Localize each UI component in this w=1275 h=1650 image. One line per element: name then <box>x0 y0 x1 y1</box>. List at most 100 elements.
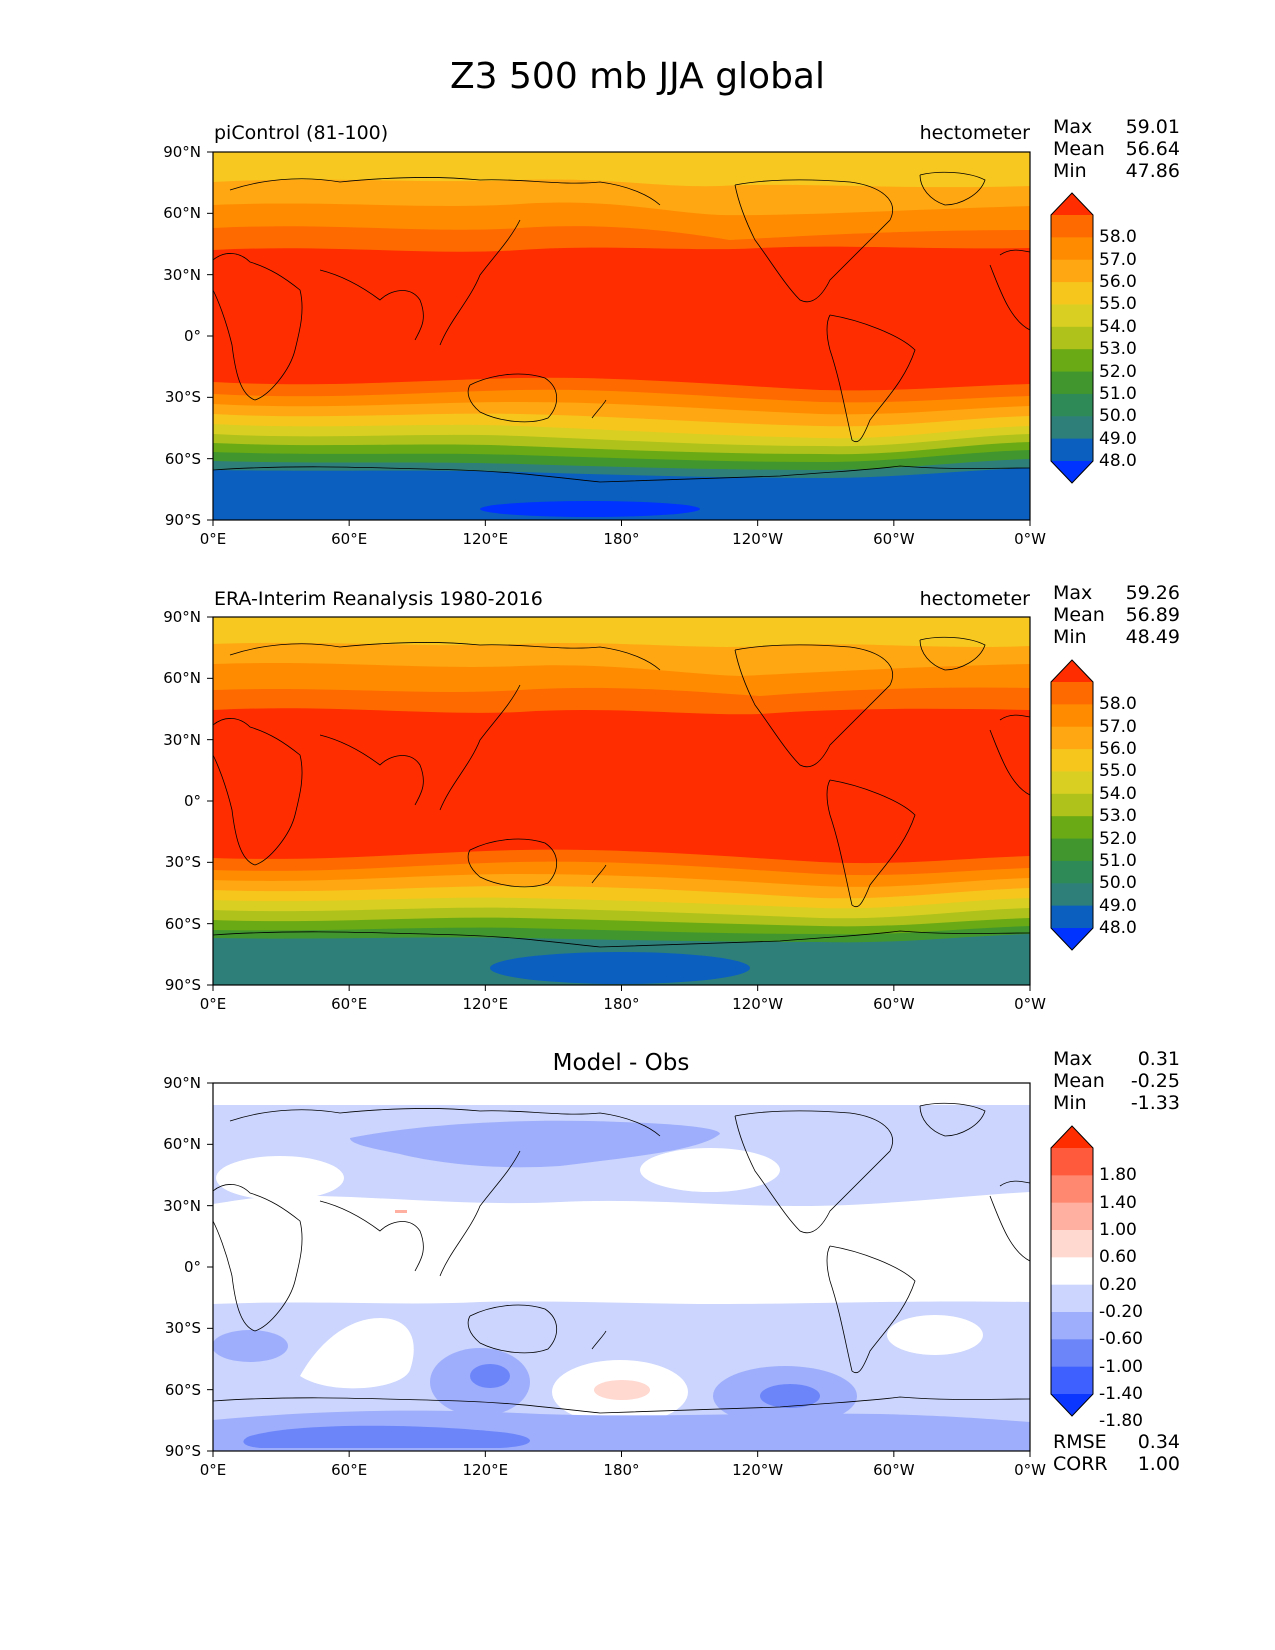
field-band <box>395 1210 407 1213</box>
colorbar-tick-label: 0.60 <box>1099 1247 1137 1268</box>
coastline <box>467 1304 558 1354</box>
y-tick-label: 30°N <box>163 730 201 749</box>
corr-label: CORR <box>1053 1453 1108 1475</box>
y-tick-label: 60°N <box>163 1135 201 1154</box>
corr-value: 1.00 <box>1137 1453 1180 1475</box>
map-panel-3 <box>213 1083 1030 1451</box>
colorbar-tick-label: 55.0 <box>1099 294 1137 315</box>
y-tick-label: 60°S <box>164 1380 201 1399</box>
stat-name: Max <box>1053 116 1093 138</box>
colorbar-segment <box>1051 793 1093 817</box>
x-tick-label: 60°W <box>873 995 915 1013</box>
colorbar-segment <box>1051 682 1093 705</box>
coastline <box>319 734 424 806</box>
colorbar-tick-label: 53.0 <box>1099 339 1137 360</box>
coastline <box>212 1184 303 1332</box>
colorbar-2 <box>1050 659 1094 951</box>
stat-name: Mean <box>1053 1070 1105 1092</box>
colorbar-tick-label: 52.0 <box>1099 361 1137 382</box>
stat-value: -0.25 <box>1130 1070 1180 1092</box>
map-panel-1 <box>213 152 1030 520</box>
colorbar-tick-label: 57.0 <box>1099 716 1137 737</box>
panel-2-units-label: hectometer <box>919 588 1030 610</box>
colorbar-tick-label: 49.0 <box>1099 895 1137 916</box>
x-tick-label: 60°W <box>873 530 915 548</box>
colorbar-tick-label: -1.80 <box>1099 1411 1143 1432</box>
colorbar-segment <box>1051 1366 1093 1395</box>
stat-value: 0.31 <box>1137 1048 1180 1070</box>
coastline-group-2 <box>212 636 1031 948</box>
colorbar-segment <box>1051 726 1093 750</box>
coastline <box>734 1110 893 1234</box>
coastline <box>999 714 1031 721</box>
x-tick-label: 0°W <box>1014 1461 1046 1479</box>
colorbar-extend-max <box>1051 193 1093 215</box>
colorbars <box>1050 192 1094 1417</box>
field-band <box>243 1425 530 1448</box>
coastline <box>319 1200 424 1272</box>
x-tick-label: 180° <box>603 995 640 1013</box>
panel-1-left-label: piControl (81-100) <box>214 122 389 144</box>
panel-3-title: Model - Obs <box>552 1050 690 1076</box>
colorbar-tick-label: 51.0 <box>1099 383 1137 404</box>
colorbar-tick-label: 58.0 <box>1099 227 1137 248</box>
stat-name: Min <box>1053 626 1087 648</box>
colorbar-tick-label: 0.20 <box>1099 1274 1137 1295</box>
colorbar-tick-label: -0.20 <box>1099 1302 1143 1322</box>
colorbar-segment <box>1051 237 1093 261</box>
coastline <box>591 864 607 884</box>
colorbar-segment <box>1051 393 1093 417</box>
tick-marks <box>207 151 1031 1457</box>
field-band <box>490 952 750 984</box>
colorbar-tick-label: 52.0 <box>1099 828 1137 849</box>
coastline <box>212 253 303 401</box>
colorbar-tick-label: 57.0 <box>1099 249 1137 270</box>
colorbar-tick-label: 1.80 <box>1099 1165 1137 1186</box>
coastline <box>439 219 521 346</box>
x-tick-label: 60°E <box>331 995 368 1013</box>
coastline <box>919 636 986 671</box>
colorbar-segment <box>1051 259 1093 283</box>
y-tick-label: 60°N <box>163 669 201 688</box>
stat-name: Min <box>1053 160 1087 182</box>
colorbar-segment <box>1051 326 1093 350</box>
figure-title: Z3 500 mb JJA global <box>450 56 825 97</box>
y-tick-label: 30°N <box>163 1196 201 1215</box>
colorbar-tick-label: 54.0 <box>1099 783 1137 804</box>
x-tick-label: 0°W <box>1014 995 1046 1013</box>
colorbar-tick-label: 50.0 <box>1099 873 1137 894</box>
y-tick-label: 60°S <box>164 914 201 933</box>
coastline <box>999 249 1031 256</box>
map-panel-2 <box>213 617 1030 985</box>
x-tick-label: 120°W <box>732 995 784 1013</box>
colorbar-tick-label: 56.0 <box>1099 739 1137 760</box>
field-band <box>887 1315 983 1355</box>
colorbar-tick-label: 53.0 <box>1099 806 1137 827</box>
coastline-group-3 <box>212 1102 1031 1414</box>
stat-value: 56.64 <box>1125 138 1180 160</box>
field-band <box>480 501 700 517</box>
coastline <box>229 1108 661 1137</box>
stat-name: Min <box>1053 1092 1087 1114</box>
colorbar-segment <box>1051 905 1093 929</box>
coastline <box>999 1180 1031 1187</box>
colorbar-tick-label: -1.40 <box>1099 1384 1143 1404</box>
x-tick-label: 60°W <box>873 1461 915 1479</box>
colorbar-1 <box>1050 192 1094 484</box>
colorbar-tick-label: 49.0 <box>1099 428 1137 449</box>
y-tick-label: 30°S <box>164 1319 201 1338</box>
x-tick-label: 60°E <box>331 1461 368 1479</box>
x-tick-label: 60°E <box>331 530 368 548</box>
colorbar-segment <box>1051 838 1093 862</box>
coastline <box>989 729 1031 796</box>
colorbar-segment <box>1051 416 1093 440</box>
x-tick-label: 120°W <box>732 1461 784 1479</box>
colorbar-outline <box>1050 659 1094 951</box>
coastline <box>212 465 1031 483</box>
colorbar-segment <box>1051 1312 1093 1340</box>
x-tick-label: 120°E <box>462 995 509 1013</box>
colorbar-segment <box>1051 771 1093 795</box>
y-tick-label: 90°S <box>164 1442 201 1460</box>
x-tick-label: 0°W <box>1014 530 1046 548</box>
